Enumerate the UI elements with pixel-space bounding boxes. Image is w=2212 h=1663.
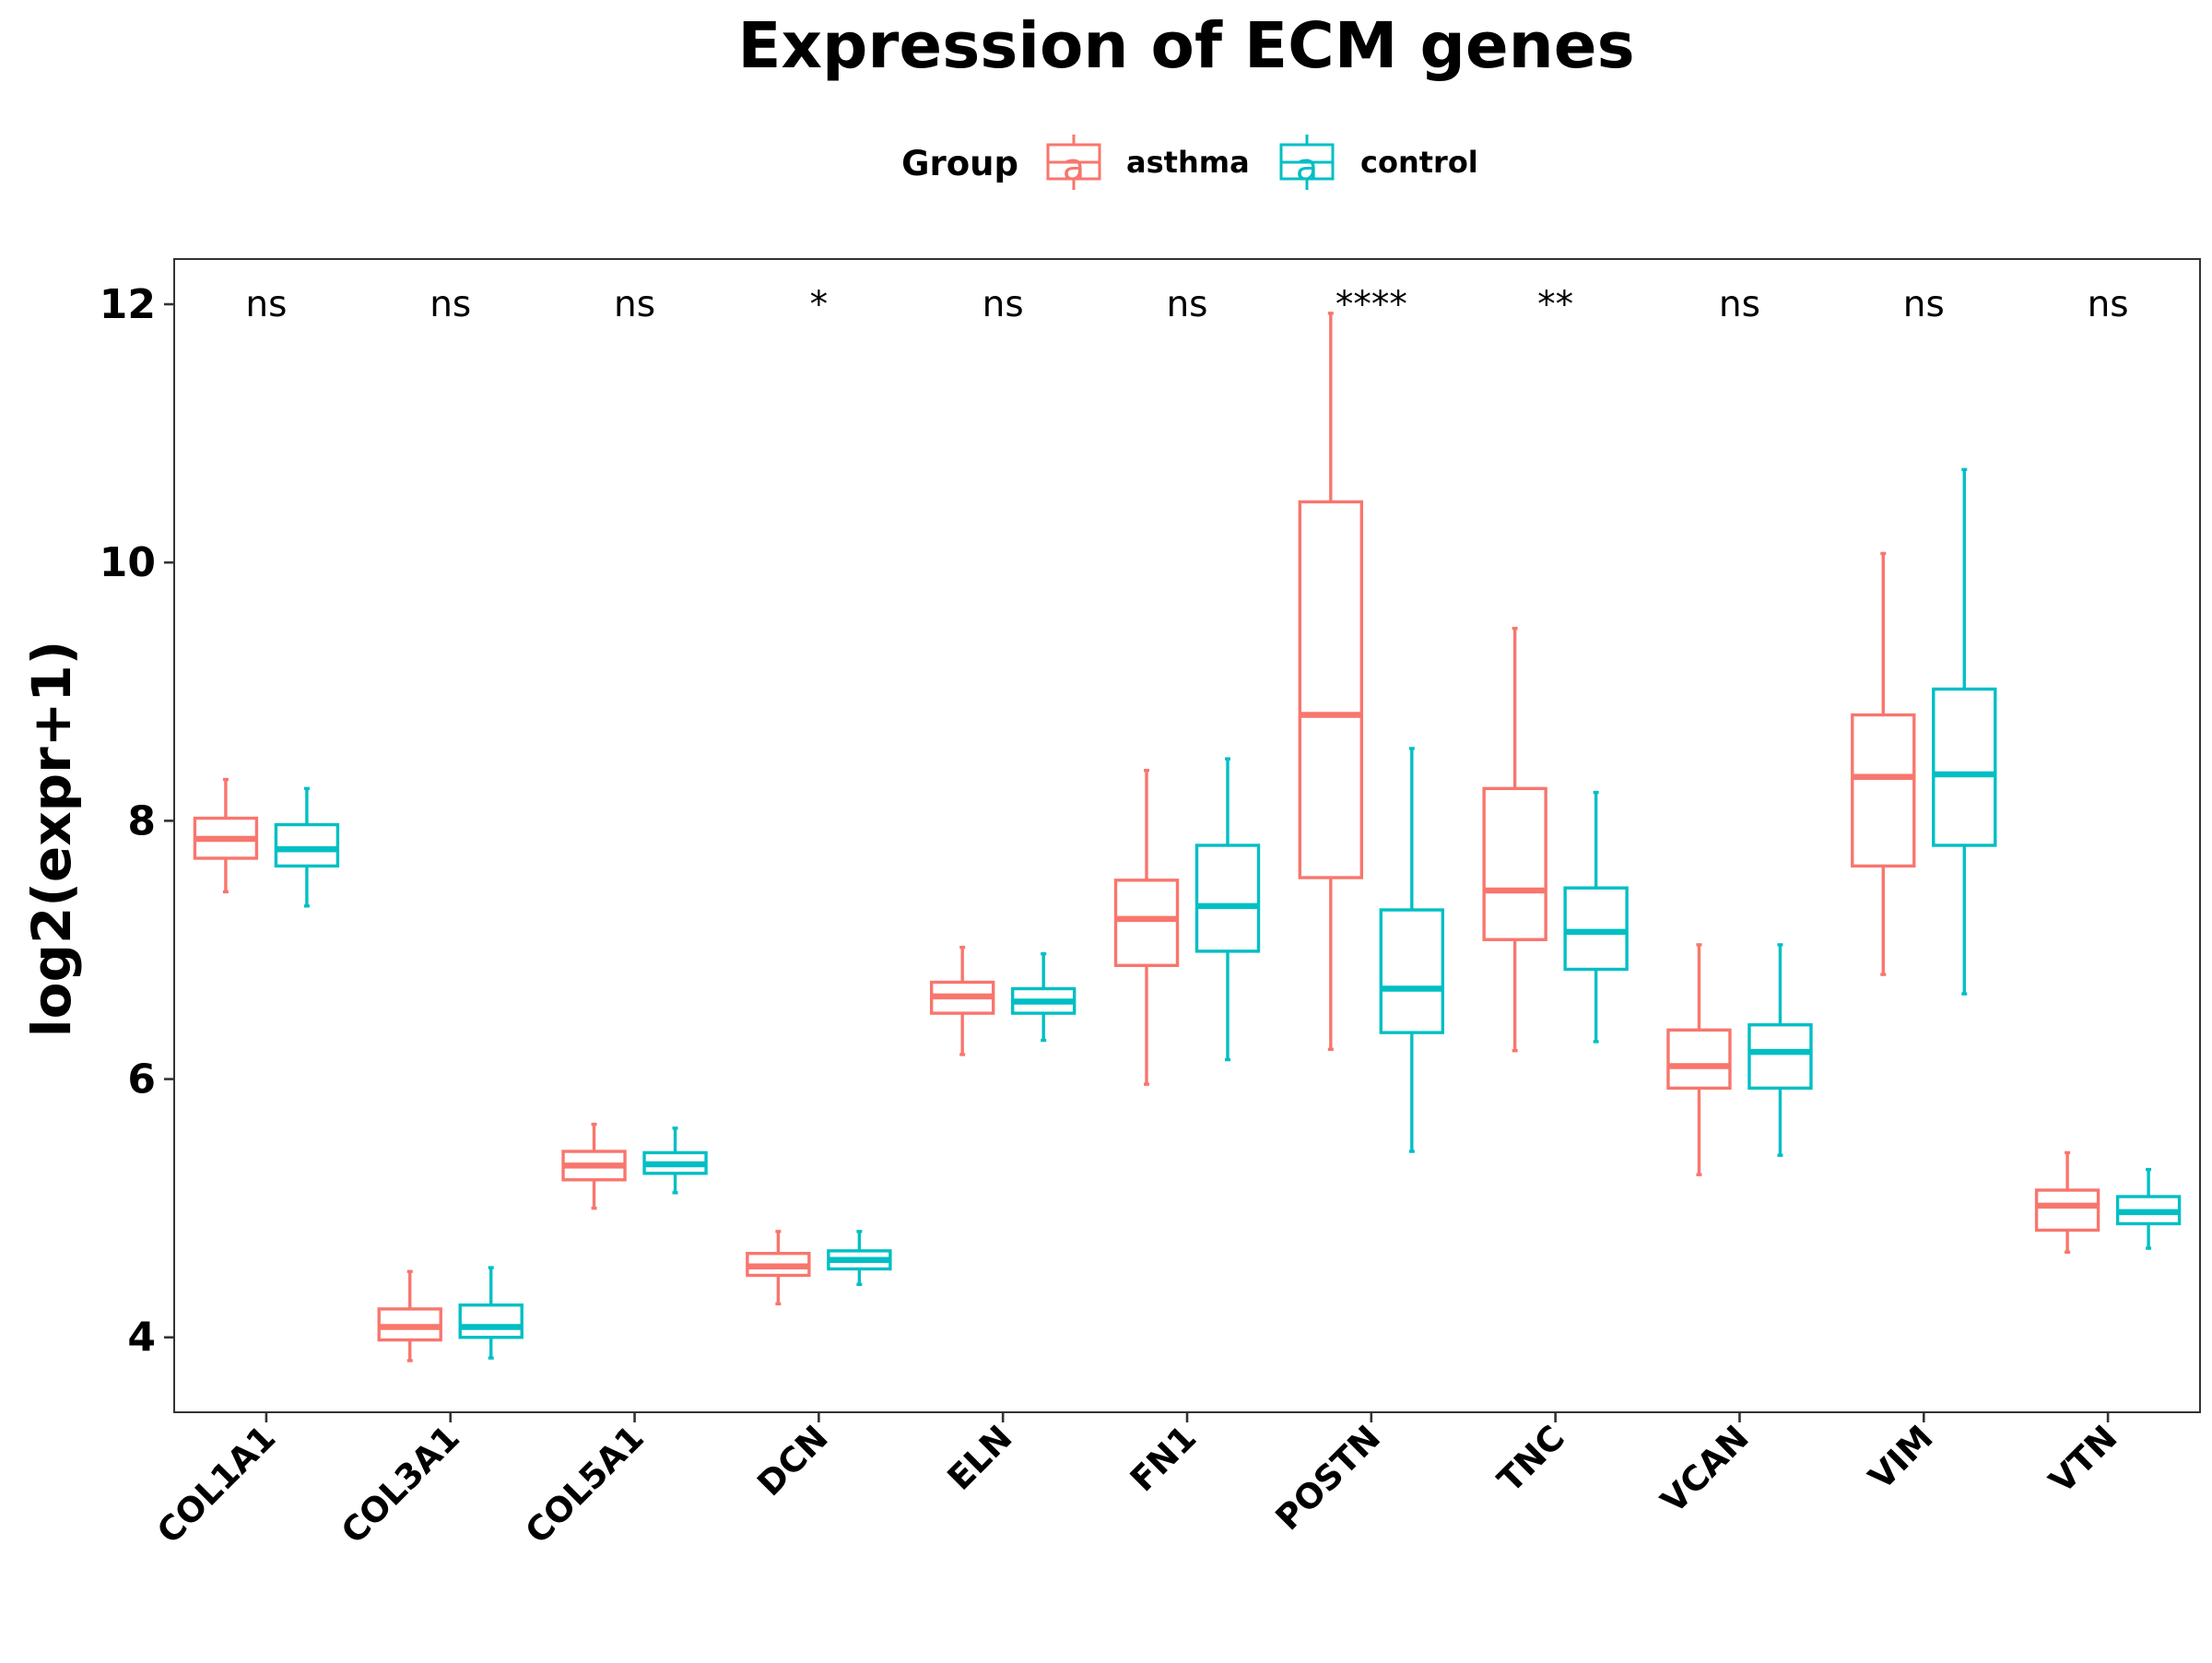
iqr-box xyxy=(458,1303,524,1339)
box-asthma-DCN xyxy=(746,1230,811,1306)
iqr-box xyxy=(2034,1188,2100,1233)
iqr-box xyxy=(1851,713,1916,868)
box-control-VIM xyxy=(1932,467,1997,996)
significance-label: ns xyxy=(429,284,471,325)
legend-key-glyph: a xyxy=(1063,147,1086,189)
significance-label: * xyxy=(810,284,829,325)
iqr-box xyxy=(1563,886,1629,972)
significance-label: ns xyxy=(982,284,1024,325)
box-control-TNC xyxy=(1563,790,1629,1044)
box-control-COL1A1 xyxy=(274,786,340,908)
box-asthma-COL3A1 xyxy=(377,1269,442,1362)
box-control-VTN xyxy=(2115,1167,2182,1250)
legend-label: asthma xyxy=(1126,145,1250,180)
legend-key-glyph: a xyxy=(1296,147,1319,189)
y-tick-label: 8 xyxy=(127,797,156,844)
iqr-box xyxy=(1298,500,1364,879)
y-tick-label: 6 xyxy=(127,1056,156,1103)
iqr-box xyxy=(1932,687,1997,847)
box-control-DCN xyxy=(827,1230,892,1287)
iqr-box xyxy=(274,822,340,868)
significance-label: ** xyxy=(1537,284,1573,325)
iqr-box xyxy=(1747,1023,1813,1091)
significance-label: ns xyxy=(1166,284,1207,325)
legend-item-control: a control xyxy=(1279,135,1478,190)
significance-label: ns xyxy=(1903,284,1945,325)
y-axis-label: log2(expr+1) xyxy=(20,641,83,1037)
significance-label: ns xyxy=(1719,284,1760,325)
y-tick-label: 10 xyxy=(100,539,156,586)
significance-label: ns xyxy=(614,284,655,325)
box-asthma-COL1A1 xyxy=(193,777,259,894)
legend-label: control xyxy=(1360,145,1478,180)
chart-title: Expression of ECM genes xyxy=(737,9,1634,83)
iqr-box xyxy=(1666,1028,1732,1091)
significance-label: ns xyxy=(245,284,287,325)
box-control-ELN xyxy=(1010,951,1077,1043)
box-control-COL3A1 xyxy=(458,1266,524,1360)
y-tick-label: 4 xyxy=(127,1315,156,1362)
box-control-VCAN xyxy=(1747,943,1813,1157)
iqr-box xyxy=(1379,908,1445,1034)
box-asthma-TNC xyxy=(1482,626,1547,1053)
box-control-FN1 xyxy=(1194,757,1261,1062)
box-control-POSTN xyxy=(1379,747,1445,1153)
box-asthma-VCAN xyxy=(1666,943,1732,1176)
box-asthma-VTN xyxy=(2034,1150,2100,1254)
legend: Group a asthma a control xyxy=(901,135,1478,190)
legend-item-asthma: a asthma xyxy=(1046,135,1250,190)
significance-label: **** xyxy=(1335,284,1407,325)
legend-items: a asthma a control xyxy=(1046,135,1478,190)
iqr-box xyxy=(1113,879,1180,967)
iqr-box xyxy=(1482,786,1547,941)
box-asthma-FN1 xyxy=(1113,769,1180,1086)
box-asthma-VIM xyxy=(1851,551,1916,976)
box-control-COL5A1 xyxy=(642,1126,708,1195)
legend-title: Group xyxy=(901,144,1018,183)
box-asthma-ELN xyxy=(929,945,995,1056)
box-asthma-POSTN xyxy=(1298,312,1364,1052)
y-tick-label: 12 xyxy=(100,281,156,328)
box-asthma-COL5A1 xyxy=(561,1122,627,1210)
iqr-box xyxy=(1194,843,1261,953)
significance-label: ns xyxy=(2088,284,2129,325)
